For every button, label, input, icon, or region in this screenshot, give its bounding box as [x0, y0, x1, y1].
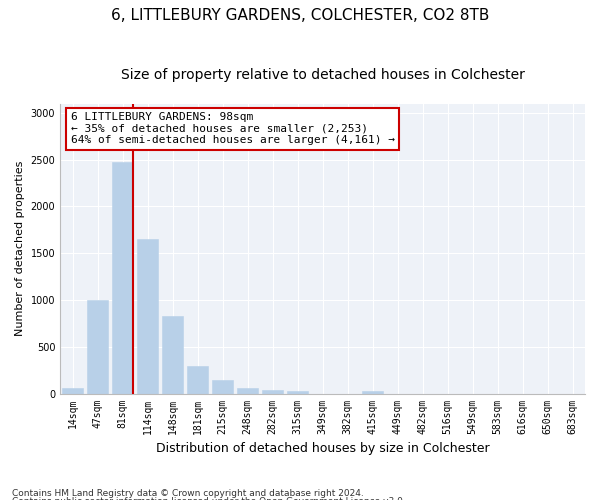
Bar	[187, 366, 208, 394]
Text: Contains HM Land Registry data © Crown copyright and database right 2024.: Contains HM Land Registry data © Crown c…	[12, 488, 364, 498]
Bar	[262, 390, 283, 394]
Text: 6 LITTLEBURY GARDENS: 98sqm
← 35% of detached houses are smaller (2,253)
64% of : 6 LITTLEBURY GARDENS: 98sqm ← 35% of det…	[71, 112, 395, 146]
Y-axis label: Number of detached properties: Number of detached properties	[15, 161, 25, 336]
Title: Size of property relative to detached houses in Colchester: Size of property relative to detached ho…	[121, 68, 524, 82]
Bar	[362, 390, 383, 394]
Bar	[287, 391, 308, 394]
Bar	[162, 316, 183, 394]
Bar	[62, 388, 83, 394]
Bar	[87, 300, 108, 394]
Text: 6, LITTLEBURY GARDENS, COLCHESTER, CO2 8TB: 6, LITTLEBURY GARDENS, COLCHESTER, CO2 8…	[111, 8, 489, 22]
Bar	[137, 239, 158, 394]
Bar	[112, 162, 133, 394]
Bar	[237, 388, 258, 394]
Bar	[212, 380, 233, 394]
Text: Contains public sector information licensed under the Open Government Licence v3: Contains public sector information licen…	[12, 498, 406, 500]
X-axis label: Distribution of detached houses by size in Colchester: Distribution of detached houses by size …	[156, 442, 490, 455]
